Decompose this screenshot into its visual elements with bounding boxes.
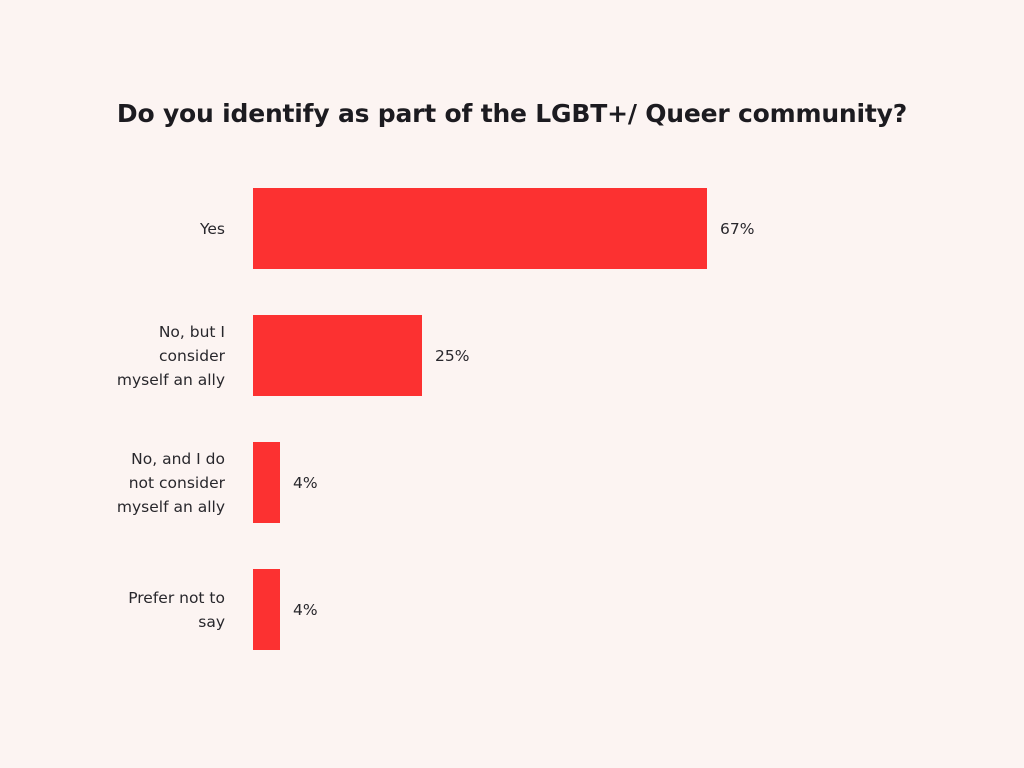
value-label: 4% [293, 600, 318, 619]
bar [253, 442, 280, 523]
value-label: 67% [720, 219, 755, 238]
chart-title: Do you identify as part of the LGBT+/ Qu… [116, 99, 908, 128]
bar-row: Prefer not to say 4% [0, 569, 1024, 650]
category-label: Prefer not to say [128, 588, 225, 631]
bar [253, 315, 422, 396]
bar [253, 569, 280, 650]
category-label: No, and I do not consider myself an ally [116, 449, 225, 516]
bar-row: Yes 67% [0, 188, 1024, 269]
value-label: 4% [293, 473, 318, 492]
bar [253, 188, 707, 269]
bar-row: No, but I consider myself an ally 25% [0, 315, 1024, 396]
category-label: Yes [199, 219, 225, 238]
value-label: 25% [435, 346, 470, 365]
bar-row: No, and I do not consider myself an ally… [0, 442, 1024, 523]
category-label: No, but I consider myself an ally [116, 322, 225, 389]
